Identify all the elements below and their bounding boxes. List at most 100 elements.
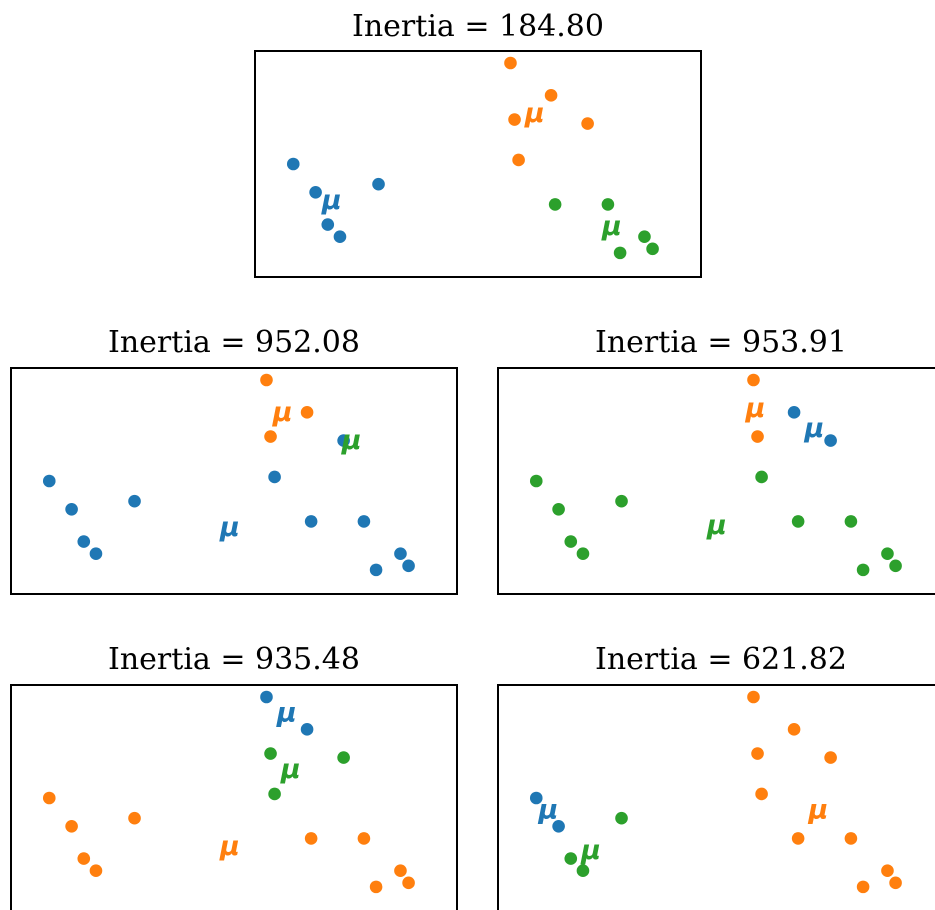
data-point (552, 819, 565, 833)
marks-layer: μ μ μ (286, 56, 659, 260)
data-point (337, 751, 350, 764)
centroid-marker: μ (219, 512, 240, 543)
data-point (747, 373, 760, 387)
data-point (613, 246, 627, 260)
data-point (77, 535, 91, 548)
centroid-marker: μ (808, 795, 829, 826)
data-point (128, 811, 141, 825)
panel-title: Inertia = 935.48 (108, 642, 360, 677)
plot-frame (254, 50, 702, 278)
centroid-marker: μ (341, 425, 362, 456)
data-point (268, 787, 281, 801)
data-point (304, 832, 318, 845)
data-point (300, 406, 314, 419)
centroid-marker: μ (276, 698, 297, 729)
data-point (824, 751, 837, 764)
data-point (77, 852, 91, 865)
data-point (394, 547, 407, 561)
data-point (394, 864, 407, 878)
data-point (881, 547, 894, 561)
panel-bottom-left: Inertia = 935.48 μμμ (10, 642, 458, 910)
data-point (881, 864, 894, 878)
data-point (369, 563, 383, 577)
data-point (260, 690, 273, 704)
panel-title: Inertia = 184.80 (352, 9, 604, 44)
data-point (581, 117, 594, 130)
centroid-marker: μ (538, 795, 559, 826)
centroid-marker: μ (706, 510, 727, 541)
panel-top: Inertia = 184.80 μ μ μ (254, 9, 702, 278)
data-point (601, 198, 615, 211)
data-point (264, 747, 277, 760)
data-point (576, 547, 590, 561)
data-point (333, 230, 347, 244)
data-point (504, 56, 517, 70)
data-point (548, 198, 562, 211)
data-point (260, 373, 273, 387)
centroid-marker: μ (219, 831, 240, 862)
centroid-marker: μ (272, 397, 293, 428)
data-point (300, 723, 314, 736)
data-point (747, 690, 760, 704)
data-point (576, 864, 590, 878)
data-point (369, 880, 383, 894)
data-point (264, 430, 277, 443)
data-point (508, 113, 521, 126)
centroid-marker: μ (803, 413, 824, 444)
data-point (65, 502, 78, 516)
data-point (372, 177, 385, 191)
data-point (42, 791, 56, 805)
centroid-marker: μ (745, 393, 766, 424)
data-point (791, 832, 805, 845)
data-point (544, 89, 558, 102)
centroid-marker: μ (601, 211, 622, 242)
centroid-marker: μ (280, 754, 301, 785)
panel-middle-left: Inertia = 952.08 μ μ μ (10, 325, 458, 595)
panel-title: Inertia = 952.08 (108, 325, 360, 360)
plot-frame (10, 367, 458, 595)
data-point (402, 559, 415, 573)
data-point (638, 230, 651, 244)
centroid-marker: μ (524, 98, 545, 129)
data-point (529, 791, 543, 805)
data-point (889, 559, 902, 573)
data-point (357, 515, 371, 528)
panel-middle-right: Inertia = 953.91 μ μ μ (497, 325, 935, 595)
data-point (791, 515, 805, 528)
data-point (646, 242, 659, 256)
data-point (787, 406, 801, 419)
marks-layer: μ μ μ (529, 373, 902, 577)
data-point (755, 470, 768, 484)
data-point (856, 880, 870, 894)
data-point (309, 185, 322, 199)
data-point (42, 474, 56, 488)
data-point (564, 852, 578, 865)
data-point (304, 515, 318, 528)
marks-layer: μ μ μ (42, 373, 415, 577)
centroid-marker: μ (321, 185, 342, 216)
panel-bottom-right: Inertia = 621.82 μ μμ (497, 642, 935, 910)
data-point (615, 811, 628, 825)
data-point (889, 876, 902, 890)
data-point (844, 515, 858, 528)
data-point (89, 547, 103, 561)
data-point (512, 153, 525, 167)
data-point (268, 470, 281, 484)
data-point (844, 832, 858, 845)
data-point (89, 864, 103, 878)
data-point (824, 434, 837, 447)
data-point (787, 723, 801, 736)
data-point (286, 157, 300, 171)
data-point (552, 502, 565, 516)
data-point (65, 819, 78, 833)
data-point (564, 535, 578, 548)
data-point (128, 494, 141, 508)
data-point (357, 832, 371, 845)
data-point (755, 787, 768, 801)
data-point (856, 563, 870, 577)
plot-frame (497, 367, 935, 595)
data-point (337, 434, 350, 447)
data-point (321, 218, 335, 231)
